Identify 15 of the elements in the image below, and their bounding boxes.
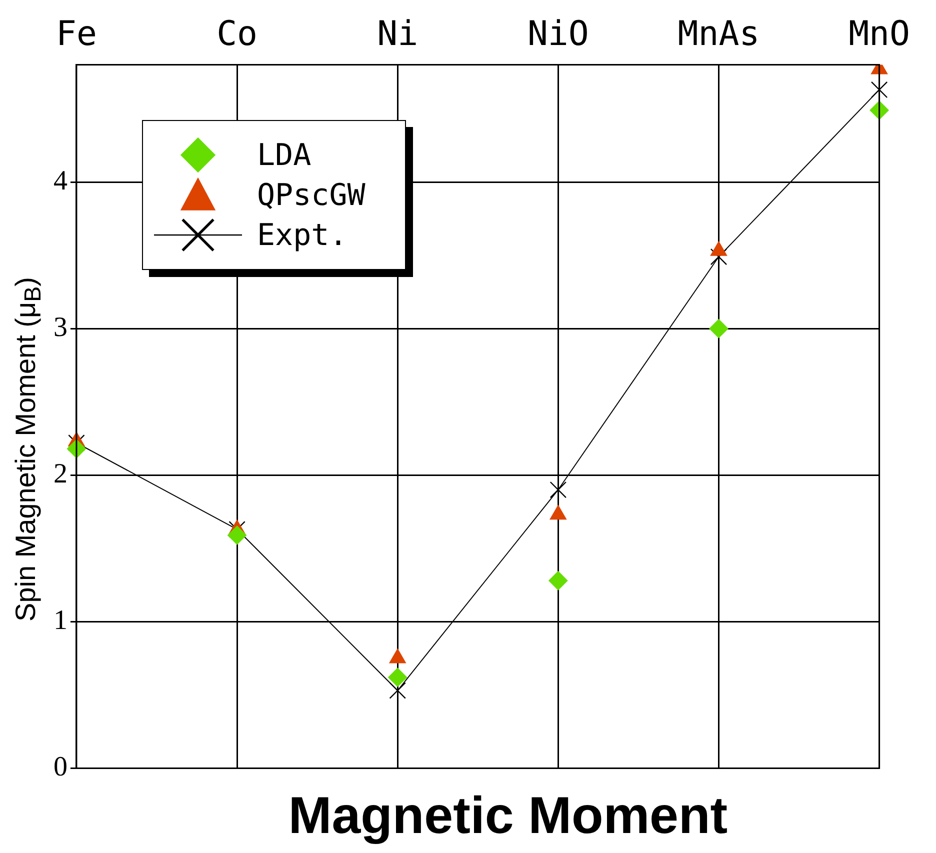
x-tick-label: MnO bbox=[848, 14, 910, 54]
x-tick-label: Co bbox=[216, 14, 258, 54]
y-tick-label: 0 bbox=[53, 752, 68, 783]
y-tick-label: 1 bbox=[53, 605, 68, 636]
x-tick-label: MnAs bbox=[678, 14, 760, 54]
legend-label: LDA bbox=[257, 138, 312, 172]
legend-label: Expt. bbox=[257, 218, 348, 252]
y-tick-label: 2 bbox=[53, 458, 68, 490]
x-tick-label: Fe bbox=[56, 14, 97, 54]
x-tick-label: NiO bbox=[527, 14, 589, 54]
legend-label: QPscGW bbox=[257, 178, 366, 212]
x-axis-title: Magnetic Moment bbox=[287, 786, 729, 846]
y-tick-label: 3 bbox=[53, 312, 68, 343]
y-tick-label: 4 bbox=[53, 165, 68, 196]
x-tick-label: Ni bbox=[377, 14, 418, 54]
